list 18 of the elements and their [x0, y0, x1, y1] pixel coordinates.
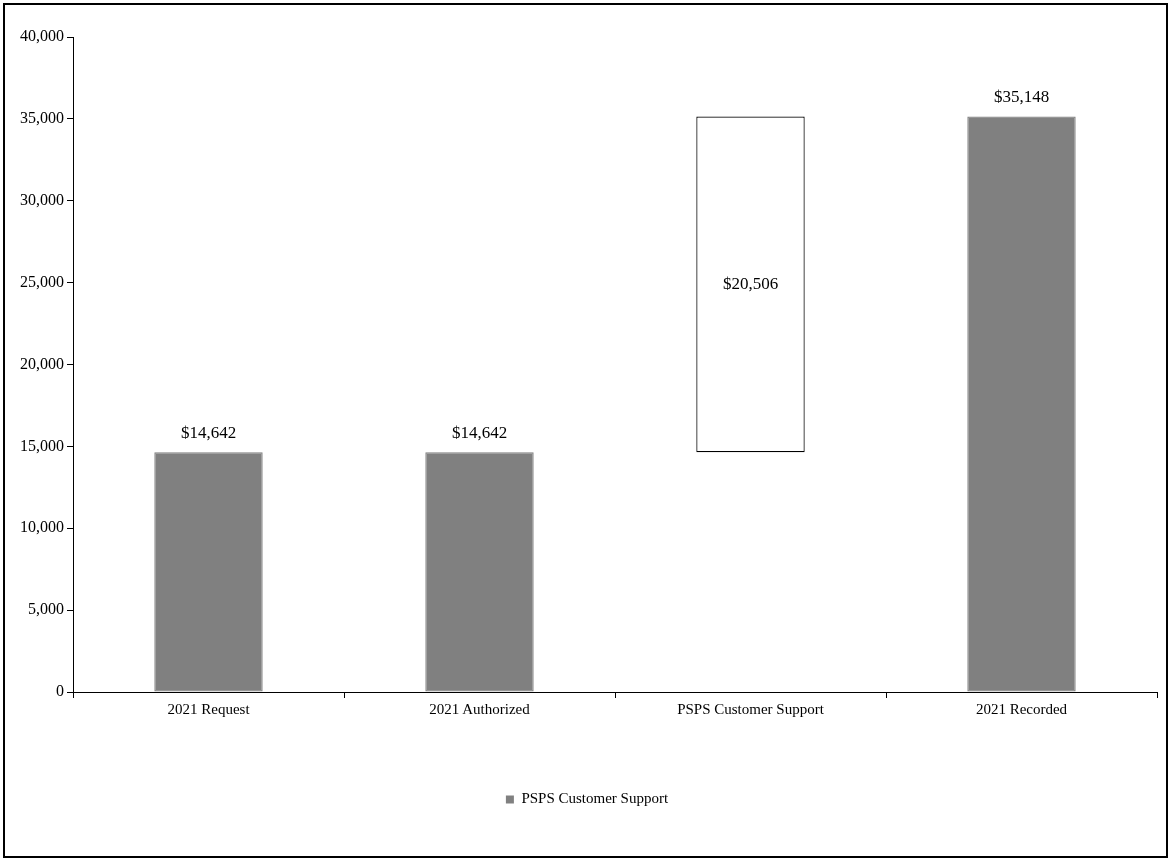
- data-label: $20,506: [722, 273, 779, 293]
- y-tick-label: 30,000: [20, 190, 64, 208]
- x-tick-label: 2021 Request: [167, 700, 251, 717]
- y-tick-label: 10,000: [20, 518, 64, 536]
- data-label: $35,148: [993, 87, 1050, 107]
- y-tick-label: 40,000: [20, 27, 64, 45]
- y-tick-label: 0: [56, 682, 64, 700]
- y-tick-label: 15,000: [20, 436, 64, 454]
- legend-label: PSPS Customer Support: [521, 790, 669, 807]
- y-tick-label: 35,000: [20, 109, 64, 127]
- y-tick-label: 5,000: [28, 600, 64, 618]
- x-tick-label: 2021 Authorized: [429, 700, 531, 717]
- y-tick-label: 20,000: [20, 354, 64, 372]
- x-tick-label: 2021 Recorded: [975, 700, 1068, 717]
- x-tick-label: PSPS Customer Support: [677, 700, 825, 717]
- data-label: $14,642: [180, 423, 237, 443]
- data-label: $14,642: [451, 423, 508, 443]
- y-tick-label: 25,000: [20, 272, 64, 290]
